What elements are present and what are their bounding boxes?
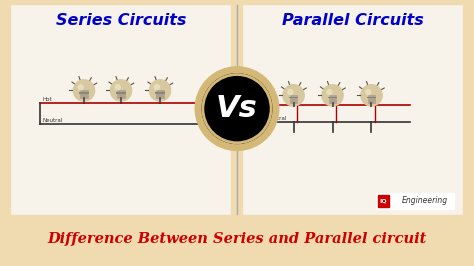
Circle shape xyxy=(361,85,382,106)
Circle shape xyxy=(149,80,171,101)
Bar xyxy=(156,90,164,98)
Circle shape xyxy=(78,84,84,90)
Bar xyxy=(328,97,337,98)
Bar xyxy=(79,92,89,94)
Text: Engineering: Engineering xyxy=(402,196,448,205)
Bar xyxy=(155,92,164,94)
Text: Neutral: Neutral xyxy=(266,116,287,121)
Bar xyxy=(289,97,298,98)
Circle shape xyxy=(326,89,333,95)
Text: Series Circuits: Series Circuits xyxy=(56,13,186,28)
Bar xyxy=(117,90,125,98)
Circle shape xyxy=(115,84,121,90)
Text: Difference Between Series and Parallel circuit: Difference Between Series and Parallel c… xyxy=(47,232,427,246)
Bar xyxy=(12,6,230,214)
Bar xyxy=(244,6,462,214)
Bar xyxy=(367,97,376,98)
Bar xyxy=(368,95,375,103)
Circle shape xyxy=(198,70,276,148)
Text: Vs: Vs xyxy=(216,94,258,123)
Circle shape xyxy=(283,85,304,106)
Circle shape xyxy=(73,80,95,101)
Text: IQ: IQ xyxy=(380,198,387,203)
Bar xyxy=(329,95,336,103)
Circle shape xyxy=(110,80,132,101)
Circle shape xyxy=(154,84,160,90)
Bar xyxy=(290,95,297,103)
Bar xyxy=(378,195,389,207)
Circle shape xyxy=(287,89,293,95)
Bar xyxy=(376,193,455,209)
Bar xyxy=(80,90,88,98)
Bar xyxy=(116,92,126,94)
Circle shape xyxy=(365,89,372,95)
Circle shape xyxy=(322,85,343,106)
Text: Hot: Hot xyxy=(42,97,52,102)
Text: Parallel Circuits: Parallel Circuits xyxy=(282,13,424,28)
Text: Neutral: Neutral xyxy=(42,118,63,123)
Text: Hot: Hot xyxy=(266,99,276,104)
Bar xyxy=(6,216,468,263)
